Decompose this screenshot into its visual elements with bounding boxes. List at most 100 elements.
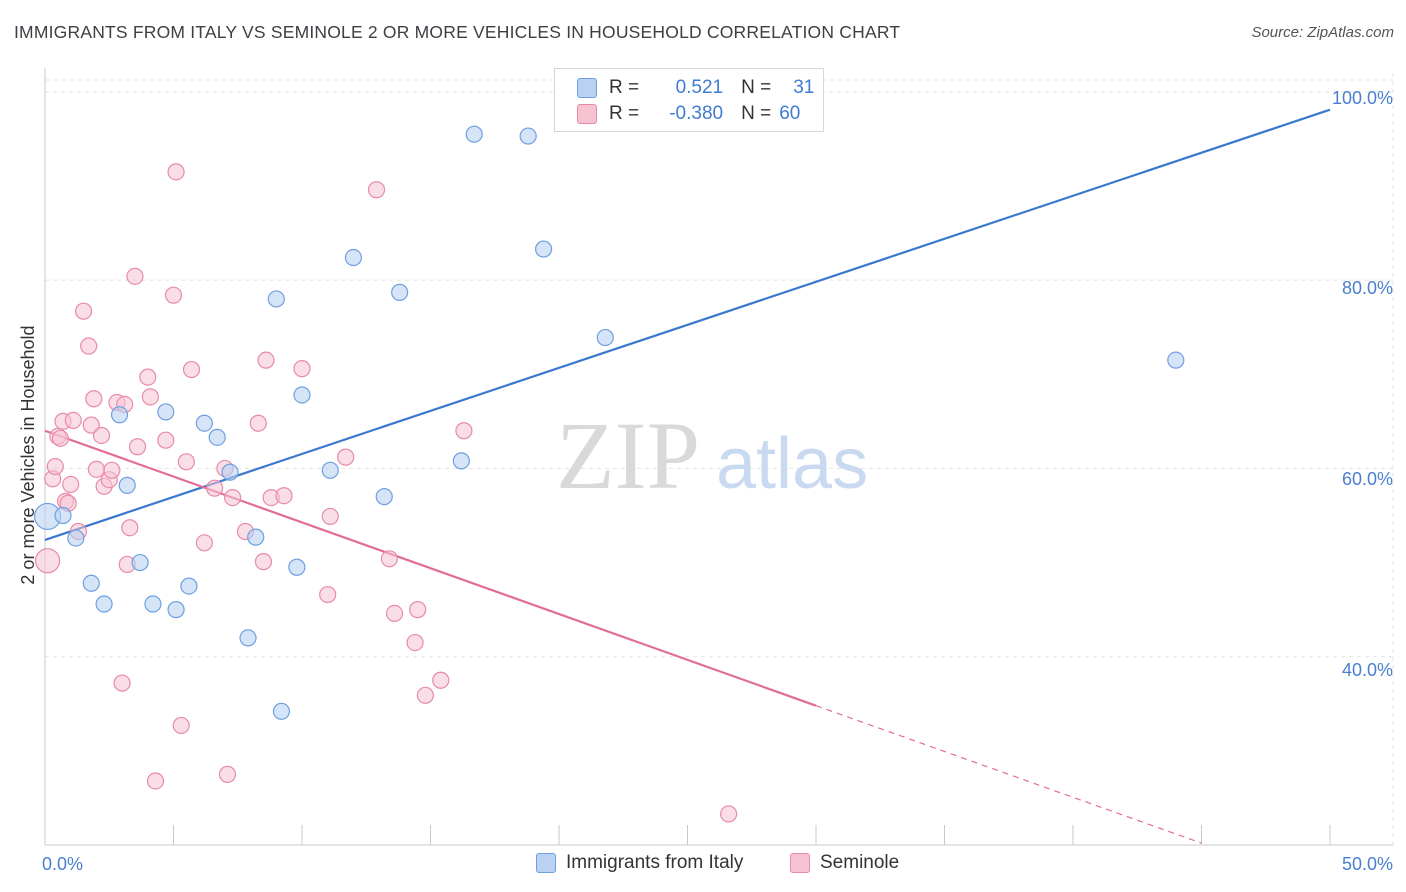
data-point-italy [452,452,470,470]
bottom-legend-italy: Immigrants from Italy [536,852,743,874]
data-point-seminole [206,479,224,497]
data-point-italy [465,125,483,143]
data-point-italy [95,595,113,613]
data-point-seminole [157,431,175,449]
data-point-italy [375,488,393,506]
data-point-seminole [103,461,121,479]
legend-swatch-pink [577,104,597,124]
data-point-seminole [64,411,82,429]
data-point-seminole [51,429,70,447]
data-point-italy [239,629,257,647]
data-point-seminole [720,805,738,823]
data-point-seminole [82,416,100,434]
data-point-seminole [87,460,106,478]
data-point-seminole [139,368,157,386]
data-point-italy [157,403,175,421]
bottom-legend-swatch-pink [790,853,810,873]
grid-layer [45,73,1394,845]
points-layer [33,125,1185,823]
data-point-italy [1167,351,1185,369]
data-point-italy [195,414,213,432]
data-point-seminole [80,337,98,355]
y-tick-label: 40.0% [1342,660,1393,680]
data-point-italy [272,702,291,720]
data-point-seminole [321,507,339,526]
axis-layer [44,68,1393,846]
data-point-seminole [113,674,131,692]
data-point-seminole [249,414,267,432]
data-point-seminole [432,671,450,689]
data-point-seminole [167,163,185,181]
watermark-zip: ZIP [556,402,700,509]
data-point-italy [519,127,537,145]
data-point-seminole [164,286,183,304]
data-point-seminole [224,489,242,507]
data-point-seminole [141,388,159,406]
legend-r-value: 0.521 [675,77,724,98]
bottom-legend-label-seminole: Seminole [820,852,900,873]
data-point-italy [344,248,362,267]
data-point-seminole [74,302,93,320]
data-point-seminole [46,457,64,476]
data-point-seminole [275,487,293,505]
data-point-seminole [172,716,190,735]
data-point-italy [221,463,239,481]
data-point-seminole [367,181,386,199]
source-label: Source: ZipAtlas.com [1251,24,1394,41]
data-point-seminole [319,585,337,604]
data-point-seminole [406,633,424,652]
data-point-italy [391,283,409,301]
legend-n-label: N = [741,77,772,98]
data-point-italy [180,577,198,595]
data-point-italy [208,428,226,446]
data-point-italy [144,595,162,613]
data-point-seminole [337,448,355,466]
data-point-seminole [85,390,103,408]
data-point-italy [82,574,100,592]
data-point-italy [321,461,339,479]
data-point-seminole [455,422,473,440]
data-point-seminole [293,360,311,378]
bottom-legend-swatch-blue [536,853,556,873]
legend-n-value: 60 [779,103,801,124]
bottom-legend-seminole: Seminole [790,852,899,874]
trend-layer [44,108,1331,844]
data-point-italy [118,476,136,494]
legend-r-label: R = [609,103,640,124]
data-point-seminole [146,772,165,790]
legend-row-italy: R = 0.521 N = 31 [577,76,814,100]
legend-r-label: R = [609,77,640,98]
bottom-legend-label-italy: Immigrants from Italy [566,852,744,873]
data-point-italy [247,528,265,546]
x-tick-label: 0.0% [42,854,83,874]
x-tick-label: 50.0% [1342,854,1393,874]
data-point-italy [131,553,149,572]
watermark: ZIP atlas [556,402,868,509]
legend-r-value: -0.380 [669,103,724,124]
data-point-seminole [409,601,427,619]
data-point-seminole [385,604,404,623]
data-point-seminole [62,475,80,494]
watermark-atlas: atlas [716,424,868,504]
legend-n-value: 31 [793,77,815,98]
data-point-seminole [177,453,195,471]
data-point-italy [167,601,185,619]
legend-row-seminole: R = -0.380 N = 60 [577,102,800,126]
correlation-legend: R = 0.521 N = 31 R = -0.380 N = 60 [554,68,824,132]
data-point-seminole [92,426,111,445]
data-point-seminole [34,548,61,574]
data-point-italy [67,529,85,547]
data-point-seminole [195,534,213,552]
data-point-italy [596,328,614,347]
y-tick-label: 100.0% [1332,88,1393,108]
trendline-seminole [44,429,817,707]
data-point-seminole [254,553,273,571]
data-point-seminole [182,360,201,379]
data-point-italy [110,406,129,424]
data-point-seminole [257,351,275,369]
data-point-italy [534,240,553,258]
data-point-seminole [380,550,398,568]
data-point-seminole [218,765,237,783]
trendline-italy [44,108,1331,542]
